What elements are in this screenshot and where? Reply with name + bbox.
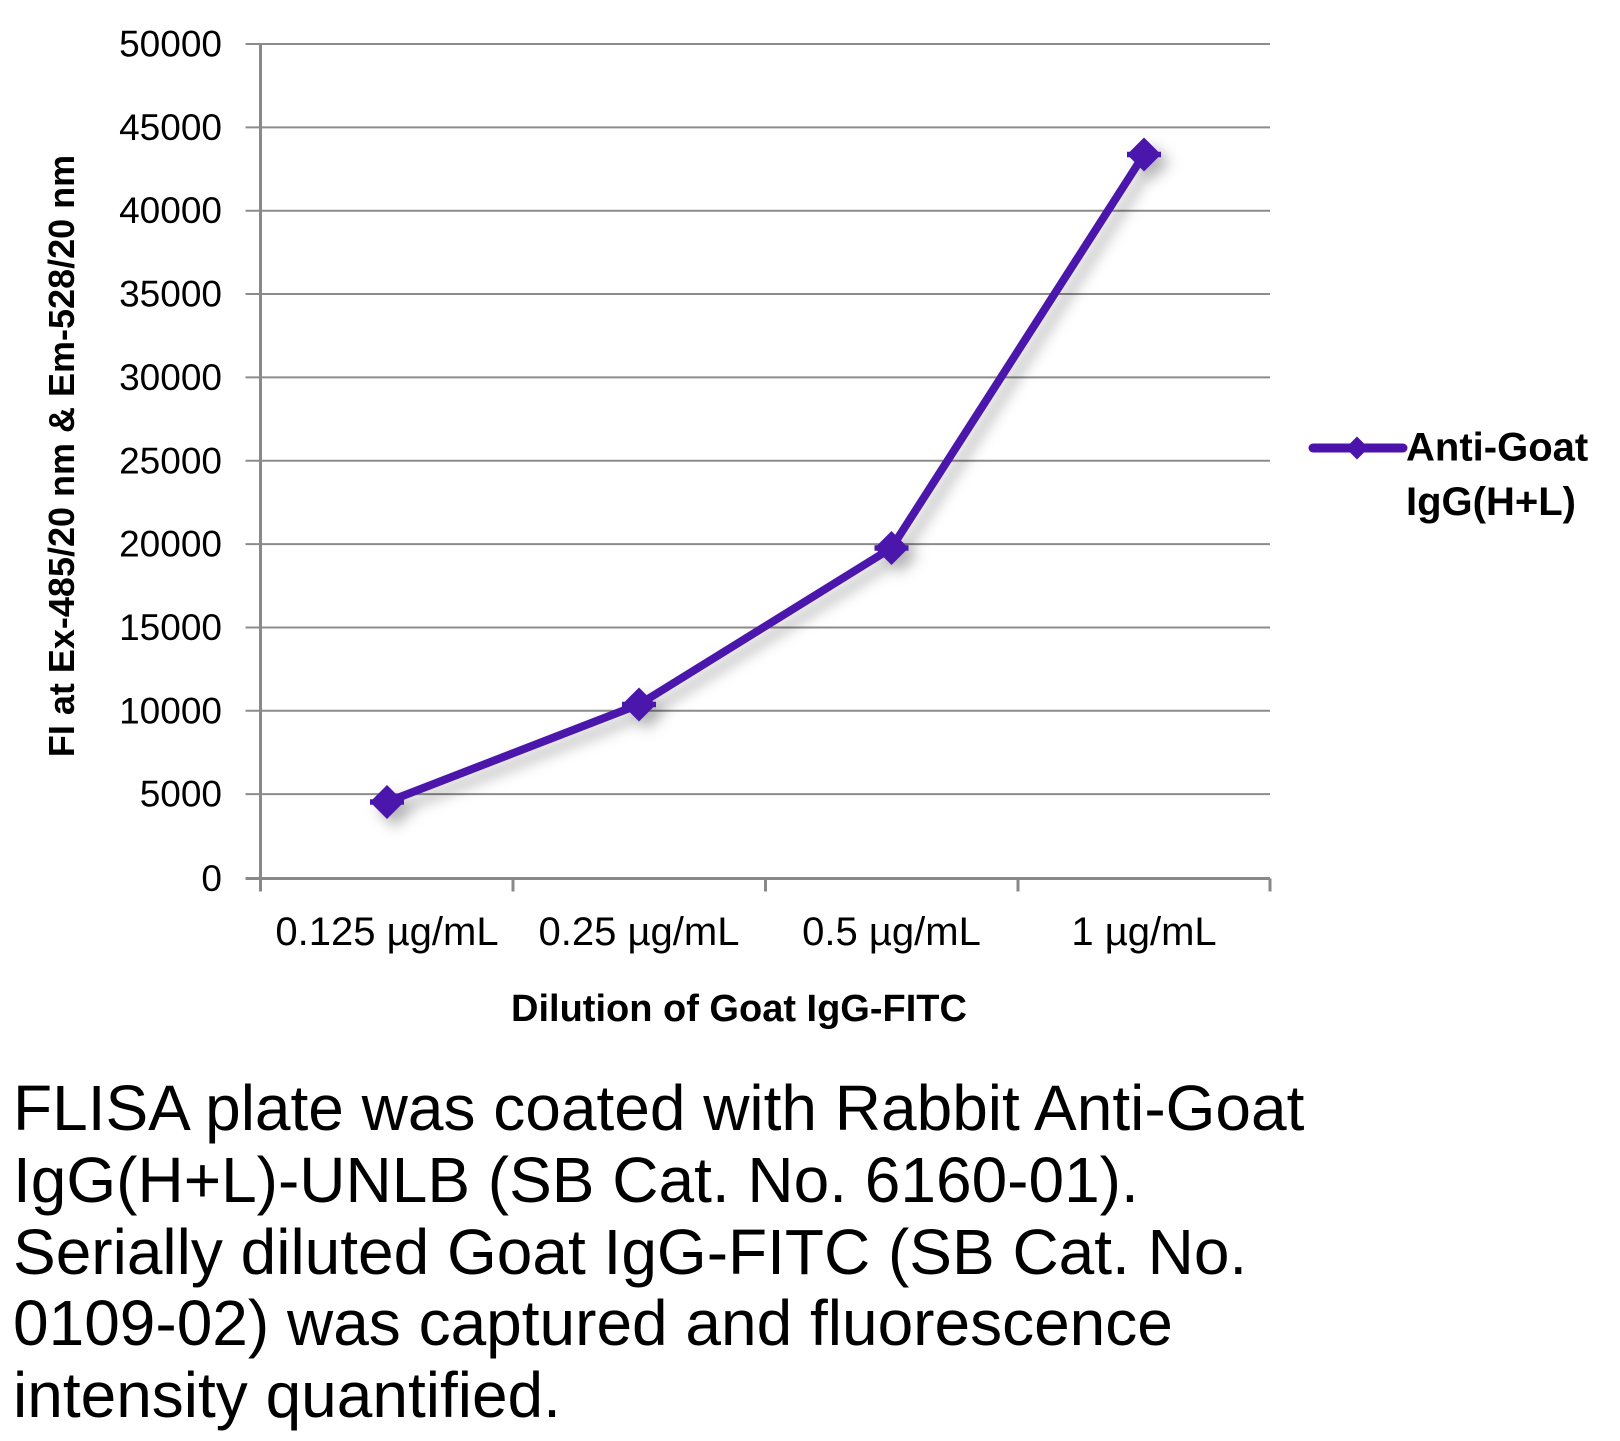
svg-text:10000: 10000 xyxy=(119,690,222,731)
svg-text:30000: 30000 xyxy=(119,357,222,398)
svg-text:0.5 µg/mL: 0.5 µg/mL xyxy=(802,910,981,954)
svg-text:5000: 5000 xyxy=(140,774,222,815)
svg-text:40000: 40000 xyxy=(119,190,222,231)
svg-text:25000: 25000 xyxy=(119,440,222,481)
svg-text:Dilution of Goat IgG-FITC: Dilution of Goat IgG-FITC xyxy=(511,988,967,1030)
svg-text:IgG(H+L): IgG(H+L) xyxy=(1406,480,1576,524)
svg-text:20000: 20000 xyxy=(119,524,222,565)
svg-text:0.25 µg/mL: 0.25 µg/mL xyxy=(539,910,740,954)
svg-text:Anti-Goat: Anti-Goat xyxy=(1406,426,1588,470)
svg-text:1 µg/mL: 1 µg/mL xyxy=(1071,910,1216,954)
svg-text:45000: 45000 xyxy=(119,107,222,148)
svg-text:FI at Ex-485/20 nm & Em-528/20: FI at Ex-485/20 nm & Em-528/20 nm xyxy=(41,155,82,757)
svg-text:0.125 µg/mL: 0.125 µg/mL xyxy=(275,910,498,954)
svg-text:15000: 15000 xyxy=(119,607,222,648)
svg-text:50000: 50000 xyxy=(119,24,222,65)
svg-text:0: 0 xyxy=(201,858,222,899)
svg-text:35000: 35000 xyxy=(119,274,222,315)
